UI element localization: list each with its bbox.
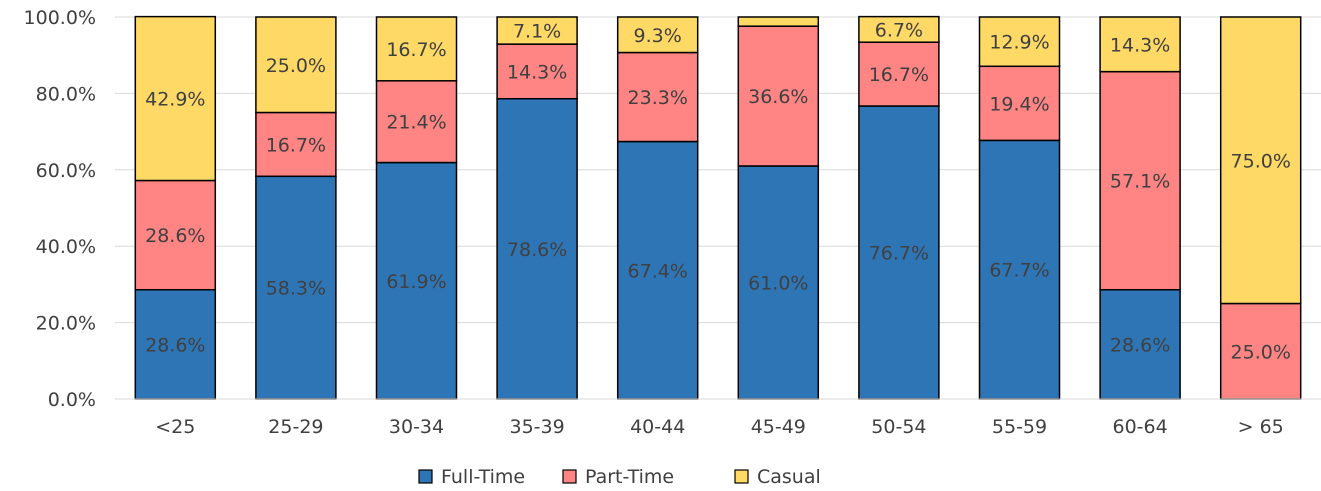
legend-swatch	[418, 469, 433, 484]
data-label: 16.7%	[266, 134, 326, 156]
data-label: 25.0%	[266, 55, 326, 77]
data-label: 67.4%	[628, 260, 688, 282]
data-label: 36.6%	[748, 86, 808, 108]
x-tick-label: 35-39	[509, 416, 564, 438]
x-axis: <25 25-29 30-34 35-39 40-44 45-49 50-54 55-59 60…	[115, 398, 1321, 438]
y-axis: 0.0% 20.0% 40.0% 60.0% 80.0% 100.0%	[24, 7, 96, 411]
y-tick-label: 0.0%	[48, 389, 96, 411]
bar-segment	[375, 16, 458, 82]
data-label: 28.6%	[1110, 334, 1170, 356]
data-label: 14.3%	[1110, 34, 1170, 56]
bar-segment	[616, 140, 699, 400]
x-tick-label: 25-29	[268, 416, 323, 438]
y-tick-label: 40.0%	[36, 236, 96, 258]
y-tick-label: 20.0%	[36, 313, 96, 335]
x-tick-label: 40-44	[630, 416, 685, 438]
bar-segment	[255, 16, 337, 114]
data-label: 21.4%	[386, 112, 446, 134]
data-label: 28.6%	[145, 334, 205, 356]
x-tick-label: 55-59	[992, 416, 1047, 438]
data-label: 19.4%	[989, 93, 1049, 115]
data-label: 16.7%	[386, 39, 446, 61]
bar-segment	[375, 161, 458, 400]
data-label: 9.3%	[634, 25, 682, 47]
legend-swatch	[734, 469, 749, 484]
y-tick-label: 60.0%	[36, 160, 96, 182]
x-tick-label: 30-34	[389, 416, 444, 438]
bar-segment	[496, 16, 578, 45]
bar-segment	[1099, 288, 1181, 400]
data-label: 6.7%	[875, 19, 923, 41]
bar-segment	[737, 165, 820, 400]
legend-label: Casual	[757, 466, 821, 488]
bar-segment	[1099, 16, 1181, 73]
bar-segment	[1099, 70, 1181, 291]
bar-segment	[1219, 302, 1302, 400]
data-label: 61.0%	[748, 272, 808, 294]
data-label: 42.9%	[145, 89, 205, 111]
bar-segment	[978, 16, 1061, 68]
bar-segment	[134, 15, 217, 182]
bar-segment	[616, 51, 699, 143]
bar-segment	[858, 105, 940, 400]
legend-label: Part-Time	[585, 466, 674, 488]
data-label: 76.7%	[869, 243, 929, 265]
data-label: 78.6%	[507, 239, 567, 261]
x-tick-label: 45-49	[751, 416, 806, 438]
bar-segment	[858, 41, 940, 107]
data-label: 75.0%	[1231, 150, 1291, 172]
bar-segment	[1219, 16, 1302, 305]
bars	[134, 15, 1302, 400]
legend-label: Full-Time	[441, 466, 525, 488]
x-tick-label: 60-64	[1112, 416, 1167, 438]
bar-segment	[978, 65, 1061, 142]
y-tick-label: 80.0%	[36, 83, 96, 105]
bar-segment	[496, 43, 578, 100]
bar-segment	[978, 139, 1061, 400]
bar-segment	[737, 16, 820, 27]
x-tick-label: > 65	[1238, 416, 1284, 438]
data-label: 14.3%	[507, 61, 567, 83]
bar-segment	[616, 16, 699, 54]
data-label: 25.0%	[1231, 341, 1291, 363]
bar-segment	[737, 25, 820, 167]
data-label: 7.1%	[513, 21, 561, 43]
data-label: 57.1%	[1110, 171, 1170, 193]
x-tick-label: 50-54	[871, 416, 926, 438]
data-label: 58.3%	[266, 278, 326, 300]
x-tick-label: <25	[155, 416, 195, 438]
data-label: 23.3%	[628, 87, 688, 109]
data-labels: 28.6% 28.6% 42.9% 58.3% 16.7% 25.0% 61.9% 21.4%…	[145, 19, 1291, 363]
bar-segment	[134, 179, 217, 291]
legend: Full-Time Part-Time Casual	[418, 466, 821, 488]
legend-swatch	[562, 469, 577, 484]
bar-segment	[375, 80, 458, 164]
data-label: 12.9%	[989, 32, 1049, 54]
bar-segment	[496, 97, 578, 400]
data-label: 67.7%	[989, 260, 1049, 282]
bar-segment	[255, 111, 337, 178]
y-tick-label: 100.0%	[24, 7, 96, 29]
data-label: 28.6%	[145, 225, 205, 247]
data-label: 61.9%	[386, 271, 446, 293]
data-label: 16.7%	[869, 64, 929, 86]
bar-segment	[858, 15, 940, 43]
